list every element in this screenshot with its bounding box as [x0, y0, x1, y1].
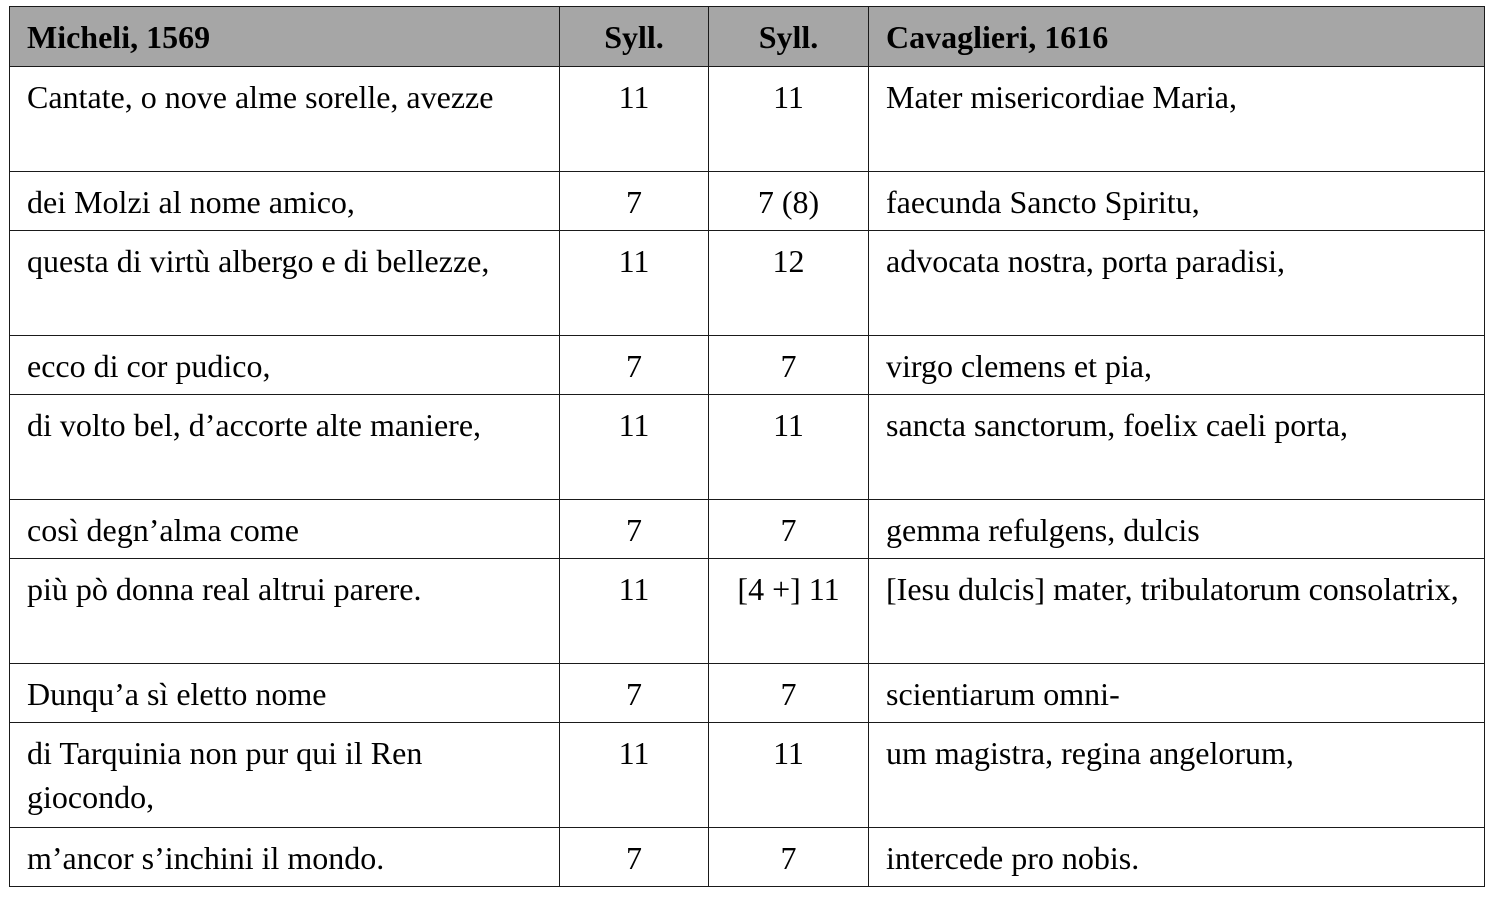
table-row: di volto bel, d’accorte alte maniere, 11…	[9, 394, 1485, 500]
cavaglieri-line: intercede pro nobis.	[868, 827, 1485, 887]
cavaglieri-line: sancta sanctorum, foelix caeli porta,	[868, 394, 1485, 500]
syll-micheli: 11	[559, 66, 709, 172]
syll-micheli: 11	[559, 558, 709, 664]
micheli-line: così degn’alma come	[9, 499, 560, 559]
table-row: ecco di cor pudico, 7 7 virgo clemens et…	[9, 335, 1485, 395]
syll-micheli: 7	[559, 335, 709, 395]
header-micheli: Micheli, 1569	[9, 6, 560, 67]
cavaglieri-line: scientiarum omni-	[868, 663, 1485, 723]
table-row: Cantate, o nove alme sorelle, avezze 11 …	[9, 66, 1485, 172]
table-row: Dunqu’a sì eletto nome 7 7 scientiarum o…	[9, 663, 1485, 723]
syll-cavaglieri: 7	[708, 827, 869, 887]
table-row: m’ancor s’inchini il mondo. 7 7 interced…	[9, 827, 1485, 887]
syll-micheli: 11	[559, 394, 709, 500]
header-syll-micheli: Syll.	[559, 6, 709, 67]
cavaglieri-line: Mater misericordiae Maria,	[868, 66, 1485, 172]
micheli-line: m’ancor s’inchini il mondo.	[9, 827, 560, 887]
micheli-line: di Tarquinia non pur qui il Ren giocondo…	[9, 722, 560, 828]
syll-cavaglieri: 11	[708, 66, 869, 172]
syll-micheli: 7	[559, 171, 709, 231]
syll-micheli: 7	[559, 663, 709, 723]
micheli-line: ecco di cor pudico,	[9, 335, 560, 395]
syll-micheli: 7	[559, 499, 709, 559]
cavaglieri-line: virgo clemens et pia,	[868, 335, 1485, 395]
table-row: di Tarquinia non pur qui il Ren giocondo…	[9, 722, 1485, 828]
syll-cavaglieri: 11	[708, 394, 869, 500]
syll-cavaglieri: [4 +] 11	[708, 558, 869, 664]
table-row: dei Molzi al nome amico, 7 7 (8) faecund…	[9, 171, 1485, 231]
micheli-line: questa di virtù albergo e di bellezze,	[9, 230, 560, 336]
table-header: Micheli, 1569 Syll. Syll. Cavaglieri, 16…	[9, 6, 1485, 67]
syll-cavaglieri: 11	[708, 722, 869, 828]
table-row: più pò donna real altrui parere. 11 [4 +…	[9, 558, 1485, 664]
micheli-line: dei Molzi al nome amico,	[9, 171, 560, 231]
comparison-table: Micheli, 1569 Syll. Syll. Cavaglieri, 16…	[9, 6, 1485, 887]
syll-cavaglieri: 7	[708, 335, 869, 395]
cavaglieri-line: gemma refulgens, dulcis	[868, 499, 1485, 559]
micheli-line: Cantate, o nove alme sorelle, avezze	[9, 66, 560, 172]
syll-cavaglieri: 7 (8)	[708, 171, 869, 231]
micheli-line: di volto bel, d’accorte alte maniere,	[9, 394, 560, 500]
cavaglieri-line: advocata nostra, porta paradisi,	[868, 230, 1485, 336]
table-body: Cantate, o nove alme sorelle, avezze 11 …	[9, 66, 1485, 887]
syll-micheli: 7	[559, 827, 709, 887]
cavaglieri-line: um magistra, regina angelorum,	[868, 722, 1485, 828]
header-syll-cavaglieri: Syll.	[708, 6, 869, 67]
syll-micheli: 11	[559, 722, 709, 828]
cavaglieri-line: [Iesu dulcis] mater, tribulatorum consol…	[868, 558, 1485, 664]
syll-cavaglieri: 7	[708, 499, 869, 559]
micheli-line: Dunqu’a sì eletto nome	[9, 663, 560, 723]
header-cavaglieri: Cavaglieri, 1616	[868, 6, 1485, 67]
table-row: questa di virtù albergo e di bellezze, 1…	[9, 230, 1485, 336]
cavaglieri-line: faecunda Sancto Spiritu,	[868, 171, 1485, 231]
syll-cavaglieri: 7	[708, 663, 869, 723]
micheli-line: più pò donna real altrui parere.	[9, 558, 560, 664]
header-row: Micheli, 1569 Syll. Syll. Cavaglieri, 16…	[9, 6, 1485, 67]
syll-cavaglieri: 12	[708, 230, 869, 336]
syll-micheli: 11	[559, 230, 709, 336]
table-row: così degn’alma come 7 7 gemma refulgens,…	[9, 499, 1485, 559]
